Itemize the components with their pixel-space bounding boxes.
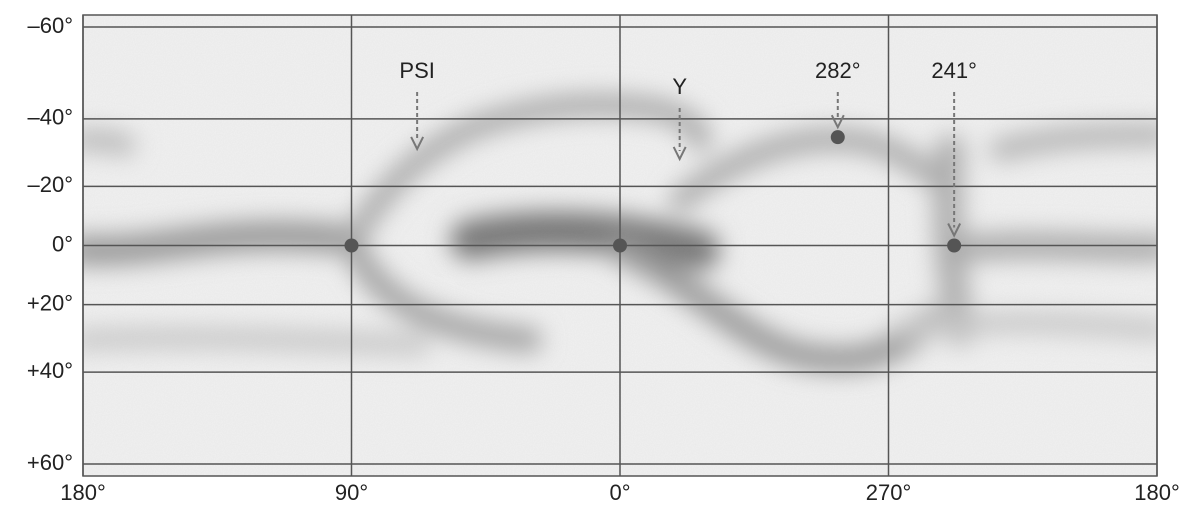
x-tick-label: 180° <box>1134 480 1180 505</box>
y-tick-label: –20° <box>27 172 73 197</box>
point <box>613 239 627 253</box>
point <box>345 239 359 253</box>
x-tick-label: 90° <box>335 480 368 505</box>
annotation-label: PSI <box>399 58 434 83</box>
chart: 180° 90° 0° 270° 180° –60° –40° –20° 0° +20° +40° +… <box>0 0 1187 508</box>
y-tick-label: +20° <box>27 290 73 315</box>
point <box>947 239 961 253</box>
y-tick-label: –60° <box>27 13 73 38</box>
y-tick-label: 0° <box>52 231 73 256</box>
y-tick-label: +40° <box>27 358 73 383</box>
point <box>831 130 845 144</box>
y-tick-label: +60° <box>27 450 73 475</box>
x-tick-label: 0° <box>609 480 630 505</box>
y-tick-label: –40° <box>27 105 73 130</box>
x-tick-label: 180° <box>60 480 106 505</box>
annotation-label: 241° <box>931 58 977 83</box>
annotation-label: Y <box>672 74 687 99</box>
x-tick-label: 270° <box>866 480 912 505</box>
annotation-label: 282° <box>815 58 861 83</box>
